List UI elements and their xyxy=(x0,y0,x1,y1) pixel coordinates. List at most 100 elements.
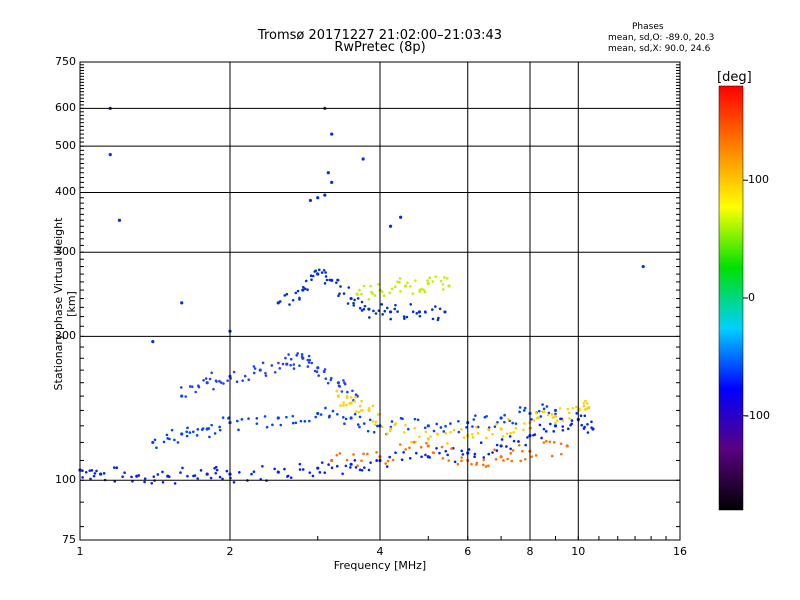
data-point xyxy=(408,446,411,450)
data-point xyxy=(363,304,367,308)
data-point xyxy=(499,444,503,448)
data-point xyxy=(90,469,94,472)
data-point xyxy=(462,436,466,439)
data-point xyxy=(575,411,579,415)
data-point xyxy=(336,381,340,385)
data-point xyxy=(401,417,404,421)
data-point xyxy=(278,300,282,303)
data-point xyxy=(343,422,346,425)
data-point xyxy=(369,284,372,288)
data-point xyxy=(339,404,342,407)
data-point xyxy=(208,377,212,381)
data-point xyxy=(353,459,357,462)
data-point xyxy=(294,291,298,295)
data-point xyxy=(324,406,327,410)
data-point xyxy=(314,415,318,419)
data-point xyxy=(487,426,491,429)
data-point xyxy=(434,305,437,308)
data-point xyxy=(370,290,373,294)
data-point xyxy=(307,361,311,364)
data-point xyxy=(545,405,549,408)
chart-title: Tromsø 20171227 21:02:00–21:03:43 xyxy=(257,28,503,43)
data-point xyxy=(179,471,182,474)
data-point xyxy=(409,303,413,306)
data-point xyxy=(494,458,498,461)
data-point xyxy=(471,435,475,439)
data-point xyxy=(373,423,377,426)
data-point xyxy=(316,196,320,200)
data-point xyxy=(336,394,340,398)
data-point xyxy=(447,284,451,288)
data-point xyxy=(542,410,546,413)
data-point xyxy=(553,424,558,428)
y-tick-label: 100 xyxy=(55,473,76,487)
data-point xyxy=(424,453,427,457)
data-point xyxy=(307,354,311,358)
data-point xyxy=(345,396,349,399)
data-point xyxy=(474,414,477,417)
data-point xyxy=(303,420,307,423)
data-point xyxy=(361,157,365,161)
data-point xyxy=(507,418,510,421)
data-point xyxy=(423,290,427,294)
data-point xyxy=(153,438,157,442)
data-point xyxy=(225,469,229,473)
data-point xyxy=(241,379,244,382)
data-point xyxy=(533,433,537,436)
data-point xyxy=(446,442,449,445)
data-point xyxy=(184,395,187,398)
data-point xyxy=(499,427,503,431)
data-point xyxy=(360,292,363,296)
data-point xyxy=(323,193,327,197)
data-point xyxy=(398,443,402,446)
data-point xyxy=(476,425,480,429)
data-point xyxy=(196,477,200,480)
data-point xyxy=(161,470,164,474)
data-point xyxy=(264,371,267,375)
data-point xyxy=(579,414,583,418)
data-point xyxy=(214,471,218,475)
data-point xyxy=(394,422,398,425)
data-point xyxy=(221,416,225,419)
data-point xyxy=(375,459,378,462)
data-point xyxy=(542,427,546,431)
data-point xyxy=(317,268,321,272)
data-point xyxy=(512,430,515,434)
data-point xyxy=(173,482,177,485)
chart-subtitle: RwPretec (8p) xyxy=(334,40,426,55)
data-point xyxy=(323,368,327,371)
data-point xyxy=(456,462,460,466)
data-point xyxy=(279,423,283,427)
data-point xyxy=(207,427,211,430)
data-point xyxy=(542,441,546,444)
data-point xyxy=(561,419,565,422)
data-point xyxy=(346,390,349,394)
data-point xyxy=(277,361,280,365)
data-point xyxy=(330,132,334,136)
data-point xyxy=(252,470,256,473)
data-point xyxy=(524,457,527,461)
data-point xyxy=(325,278,329,282)
data-point xyxy=(440,445,444,449)
data-point xyxy=(342,401,346,404)
data-point xyxy=(352,304,356,307)
data-point xyxy=(358,415,362,419)
data-point xyxy=(349,396,353,399)
data-point xyxy=(358,288,361,292)
data-point xyxy=(436,432,440,436)
data-point xyxy=(255,416,259,420)
data-point xyxy=(443,276,446,279)
data-point xyxy=(222,382,225,385)
data-point xyxy=(404,423,407,427)
data-point xyxy=(210,371,214,375)
data-point xyxy=(499,455,503,459)
data-point xyxy=(386,459,390,463)
data-point xyxy=(367,408,371,413)
data-point xyxy=(590,420,593,424)
data-point xyxy=(428,456,431,459)
data-point xyxy=(84,470,88,474)
data-point xyxy=(521,449,524,453)
data-point xyxy=(422,288,426,292)
data-point xyxy=(306,358,310,362)
data-point xyxy=(330,466,334,470)
